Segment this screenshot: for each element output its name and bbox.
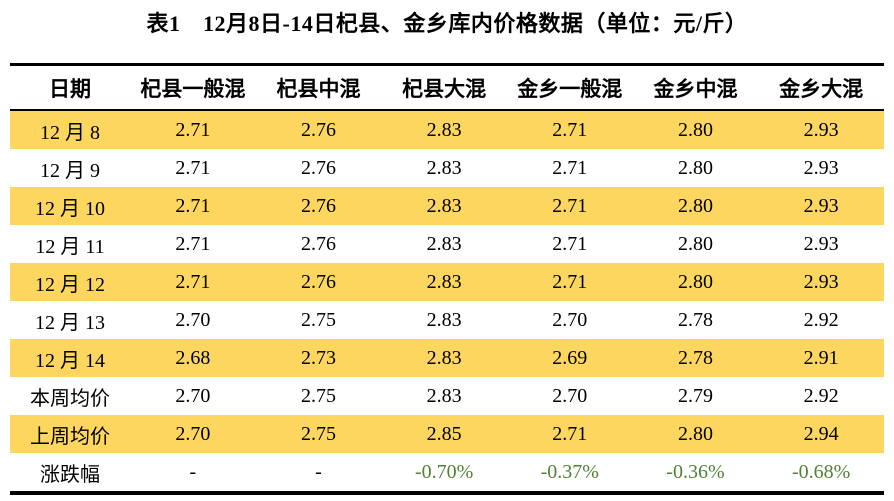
- price-cell: 2.71: [552, 118, 588, 141]
- price-cell: 2.83: [426, 156, 462, 179]
- price-cell: 2.70: [175, 422, 211, 445]
- price-cell: -: [189, 460, 197, 483]
- row-label: 上周均价: [30, 425, 110, 448]
- row-label: 涨跌幅: [40, 463, 100, 486]
- price-cell: 2.75: [300, 308, 336, 331]
- price-cell: 2.71: [552, 422, 588, 445]
- price-cell: 2.83: [426, 308, 462, 331]
- price-cell: 2.83: [426, 232, 462, 255]
- price-cell: 2.80: [677, 270, 713, 293]
- price-cell: 2.78: [677, 346, 713, 369]
- price-cell: 2.70: [552, 308, 588, 331]
- price-cell: 2.93: [803, 156, 839, 179]
- price-cell: 2.71: [552, 194, 588, 217]
- row-label: 12 月 12: [35, 273, 105, 296]
- column-header: 杞县一般混: [130, 64, 256, 111]
- change-cell: -0.70%: [414, 460, 474, 483]
- price-cell: 2.71: [175, 232, 211, 255]
- change-cell: -0.68%: [791, 460, 851, 483]
- price-cell: 2.71: [552, 270, 588, 293]
- price-cell: -: [315, 460, 322, 483]
- price-cell: 2.71: [175, 156, 211, 179]
- price-cell: 2.92: [803, 308, 839, 331]
- price-cell: 2.71: [175, 118, 211, 141]
- row-label: 12 月 13: [35, 311, 105, 334]
- row-label: 12 月 9: [40, 159, 100, 182]
- column-header: 金乡中混: [632, 64, 759, 111]
- price-cell: 2.69: [552, 346, 588, 369]
- price-cell: 2.93: [803, 194, 839, 217]
- table-row: 上周均价 2.70 2.75 2.85 2.71 2.80 2.94: [10, 415, 884, 453]
- price-cell: 2.68: [175, 346, 211, 369]
- price-cell: 2.93: [803, 232, 839, 255]
- change-cell: -0.37%: [540, 460, 599, 483]
- price-cell: 2.70: [175, 308, 211, 331]
- column-header: 杞县大混: [381, 64, 507, 111]
- table-row: 12 月 10 2.71 2.76 2.83 2.71 2.80 2.93: [10, 187, 884, 225]
- row-label: 12 月 14: [35, 349, 105, 372]
- price-cell: 2.71: [175, 194, 211, 217]
- table-row: 12 月 11 2.71 2.76 2.83 2.71 2.80 2.93: [10, 225, 884, 263]
- price-cell: 2.79: [677, 384, 713, 407]
- price-cell: 2.76: [300, 118, 336, 141]
- price-cell: 2.94: [803, 422, 839, 445]
- price-cell: 2.76: [300, 232, 336, 255]
- price-cell: 2.73: [300, 346, 336, 369]
- table-header: 日期 杞县一般混 杞县中混 杞县大混 金乡一般混 金乡中混 金乡大混: [10, 64, 884, 111]
- table-title: 表1 12月8日-14日杞县、金乡库内价格数据（单位：元/斤）: [146, 11, 748, 36]
- price-cell: 2.75: [300, 422, 336, 445]
- price-cell: 2.71: [552, 232, 588, 255]
- column-header: 金乡一般混: [506, 64, 633, 111]
- price-cell: 2.92: [803, 384, 839, 407]
- price-cell: 2.76: [300, 156, 336, 179]
- price-cell: 2.78: [677, 308, 713, 331]
- price-cell: 2.83: [426, 270, 462, 293]
- price-cell: 2.83: [426, 118, 462, 141]
- table-row: 12 月 13 2.70 2.75 2.83 2.70 2.78 2.92: [10, 301, 884, 339]
- column-header: 金乡大混: [758, 64, 884, 111]
- price-cell: 2.71: [552, 156, 588, 179]
- table-body: 12 月 8 2.71 2.76 2.83 2.71 2.80 2.93 12 月 9 2.71…: [10, 110, 884, 493]
- change-cell: -0.36%: [666, 460, 725, 483]
- price-table: 日期 杞县一般混 杞县中混 杞县大混 金乡一般混 金乡中混 金乡大混 12 月 8 2.71 2…: [10, 63, 884, 495]
- price-cell: 2.71: [175, 270, 211, 293]
- price-cell: 2.83: [426, 384, 462, 407]
- price-cell: 2.80: [677, 232, 713, 255]
- price-cell: 2.85: [426, 422, 462, 445]
- column-header: 杞县中混: [255, 64, 382, 111]
- price-cell: 2.83: [426, 346, 462, 369]
- price-cell: 2.80: [677, 118, 713, 141]
- price-cell: 2.76: [300, 270, 336, 293]
- price-cell: 2.80: [677, 422, 713, 445]
- price-cell: 2.80: [677, 156, 713, 179]
- row-label: 本周均价: [30, 387, 110, 410]
- header-row: 日期 杞县一般混 杞县中混 杞县大混 金乡一般混 金乡中混 金乡大混: [10, 64, 884, 111]
- table-row: 涨跌幅 - - -0.70% -0.37% -0.36% -0.68%: [10, 453, 884, 493]
- price-cell: 2.83: [426, 194, 462, 217]
- table-row: 12 月 8 2.71 2.76 2.83 2.71 2.80 2.93: [10, 110, 884, 149]
- column-header-date: 日期: [10, 64, 130, 111]
- price-cell: 2.75: [300, 384, 336, 407]
- table-row: 12 月 12 2.71 2.76 2.83 2.71 2.80 2.93: [10, 263, 884, 301]
- table-row: 12 月 14 2.68 2.73 2.83 2.69 2.78 2.91: [10, 339, 884, 377]
- price-cell: 2.91: [803, 346, 839, 369]
- price-cell: 2.70: [552, 384, 588, 407]
- row-label: 12 月 11: [35, 235, 105, 258]
- price-cell: 2.76: [300, 194, 336, 217]
- row-label: 12 月 10: [35, 197, 105, 220]
- table-row: 12 月 9 2.71 2.76 2.83 2.71 2.80 2.93: [10, 149, 884, 187]
- price-cell: 2.70: [175, 384, 211, 407]
- row-label: 12 月 8: [40, 121, 100, 144]
- table-row: 本周均价 2.70 2.75 2.83 2.70 2.79 2.92: [10, 377, 884, 415]
- price-cell: 2.93: [803, 118, 839, 141]
- price-cell: 2.93: [803, 270, 839, 293]
- price-cell: 2.80: [677, 194, 713, 217]
